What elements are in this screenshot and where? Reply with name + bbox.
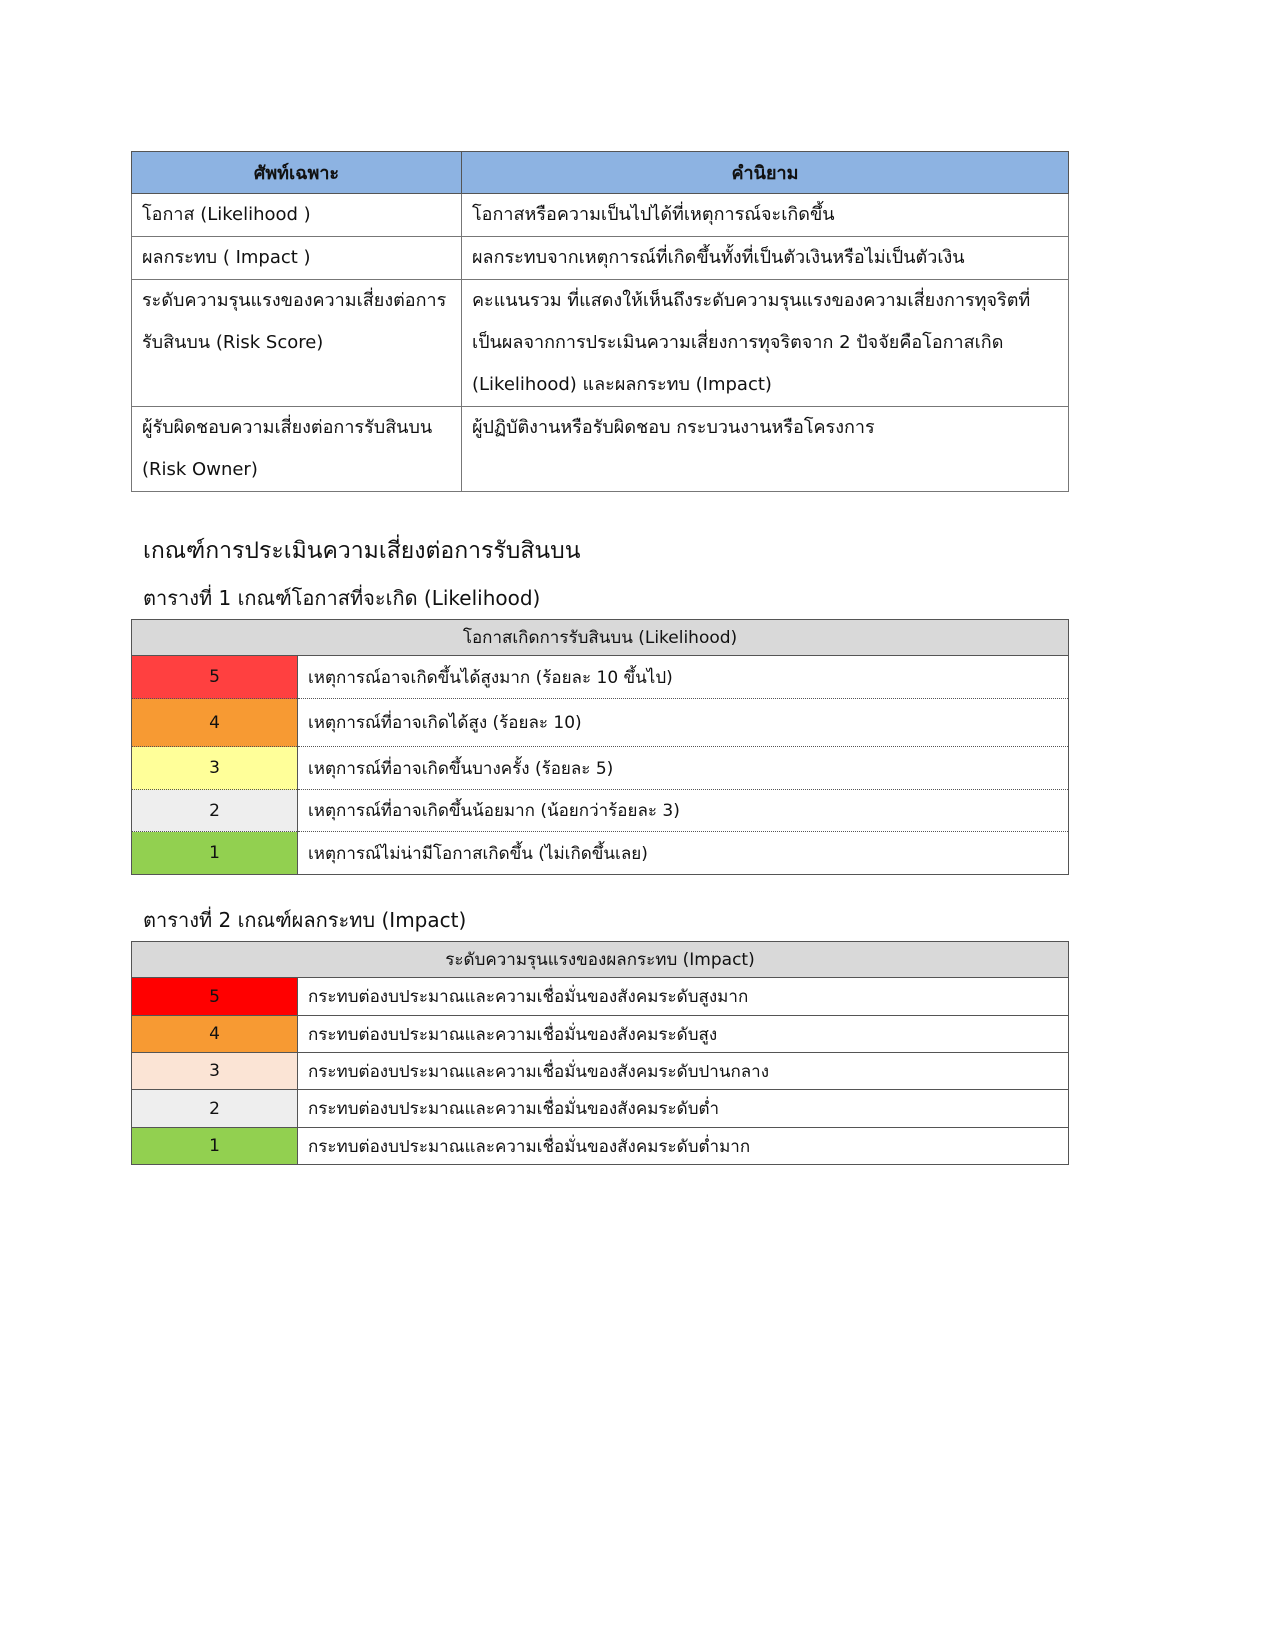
- impact-row: 3 กระทบต่องบประมาณและความเชื่อมั่นของสังค…: [131, 1052, 1069, 1090]
- description-cell: กระทบต่องบประมาณและความเชื่อมั่นของสังคม…: [297, 977, 1069, 1016]
- description-cell: เหตุการณ์อาจเกิดขึ้นได้สูงมาก (ร้อยละ 10…: [297, 655, 1069, 699]
- likelihood-table: โอกาสเกิดการรับสินบน (Likelihood) 5 เหตุก…: [131, 619, 1069, 875]
- level-cell: 2: [131, 789, 298, 832]
- description-cell: กระทบต่องบประมาณและความเชื่อมั่นของสังคม…: [297, 1052, 1069, 1090]
- impact-table: ระดับความรุนแรงของผลกระทบ (Impact) 5 กระท…: [131, 941, 1069, 1165]
- likelihood-row: 2 เหตุการณ์ที่อาจเกิดขึ้นน้อยมาก (น้อยกว่…: [131, 789, 1069, 832]
- description-cell: กระทบต่องบประมาณและความเชื่อมั่นของสังคม…: [297, 1089, 1069, 1128]
- impact-row: 5 กระทบต่องบประมาณและความเชื่อมั่นของสังค…: [131, 977, 1069, 1016]
- likelihood-header: โอกาสเกิดการรับสินบน (Likelihood): [131, 619, 1069, 656]
- level-cell: 5: [131, 655, 298, 699]
- terms-header-row: ศัพท์เฉพาะ คำนิยาม: [131, 151, 1069, 194]
- description-cell: เหตุการณ์ที่อาจเกิดขึ้นบางครั้ง (ร้อยละ …: [297, 746, 1069, 790]
- likelihood-row: 3 เหตุการณ์ที่อาจเกิดขึ้นบางครั้ง (ร้อยละ…: [131, 746, 1069, 790]
- level-cell: 4: [131, 698, 298, 747]
- definition-cell: โอกาสหรือความเป็นไปได้ที่เหตุการณ์จะเกิด…: [461, 193, 1069, 237]
- description-cell: เหตุการณ์ไม่น่ามีโอกาสเกิดขึ้น (ไม่เกิดข…: [297, 831, 1069, 875]
- level-cell: 1: [131, 1127, 298, 1165]
- term-cell: ผู้รับผิดชอบความเสี่ยงต่อการรับสินบน (Ri…: [131, 406, 462, 492]
- level-cell: 1: [131, 831, 298, 875]
- likelihood-row: 5 เหตุการณ์อาจเกิดขึ้นได้สูงมาก (ร้อยละ 1…: [131, 655, 1069, 699]
- level-cell: 2: [131, 1089, 298, 1128]
- impact-caption: ตารางที่ 2 เกณฑ์ผลกระทบ (Impact): [143, 908, 467, 932]
- table-row: ผลกระทบ ( Impact ) ผลกระทบจากเหตุการณ์ที…: [131, 236, 1069, 280]
- term-cell: โอกาส (Likelihood ): [131, 193, 462, 237]
- level-cell: 4: [131, 1015, 298, 1053]
- term-cell: ระดับความรุนแรงของความเสี่ยงต่อการรับสิน…: [131, 279, 462, 407]
- definition-cell: คะแนนรวม ที่แสดงให้เห็นถึงระดับความรุนแร…: [461, 279, 1069, 407]
- description-cell: กระทบต่องบประมาณและความเชื่อมั่นของสังคม…: [297, 1127, 1069, 1165]
- terms-table: ศัพท์เฉพาะ คำนิยาม โอกาส (Likelihood ) โ…: [131, 151, 1069, 492]
- table-row: ผู้รับผิดชอบความเสี่ยงต่อการรับสินบน (Ri…: [131, 406, 1069, 492]
- description-cell: เหตุการณ์ที่อาจเกิดขึ้นน้อยมาก (น้อยกว่า…: [297, 789, 1069, 832]
- impact-row: 1 กระทบต่องบประมาณและความเชื่อมั่นของสังค…: [131, 1127, 1069, 1165]
- table-row: ระดับความรุนแรงของความเสี่ยงต่อการรับสิน…: [131, 279, 1069, 407]
- impact-row: 2 กระทบต่องบประมาณและความเชื่อมั่นของสังค…: [131, 1089, 1069, 1128]
- likelihood-row: 1 เหตุการณ์ไม่น่ามีโอกาสเกิดขึ้น (ไม่เกิด…: [131, 831, 1069, 875]
- level-cell: 5: [131, 977, 298, 1016]
- section-title: เกณฑ์การประเมินความเสี่ยงต่อการรับสินบน: [143, 538, 581, 564]
- header-term: ศัพท์เฉพาะ: [131, 151, 462, 194]
- term-cell: ผลกระทบ ( Impact ): [131, 236, 462, 280]
- table-row: โอกาส (Likelihood ) โอกาสหรือความเป็นไปไ…: [131, 193, 1069, 237]
- definition-cell: ผู้ปฏิบัติงานหรือรับผิดชอบ กระบวนงานหรือ…: [461, 406, 1069, 492]
- impact-row: 4 กระทบต่องบประมาณและความเชื่อมั่นของสังค…: [131, 1015, 1069, 1053]
- definition-cell: ผลกระทบจากเหตุการณ์ที่เกิดขึ้นทั้งที่เป็…: [461, 236, 1069, 280]
- level-cell: 3: [131, 746, 298, 790]
- impact-header: ระดับความรุนแรงของผลกระทบ (Impact): [131, 941, 1069, 978]
- likelihood-row: 4 เหตุการณ์ที่อาจเกิดได้สูง (ร้อยละ 10): [131, 698, 1069, 747]
- description-cell: กระทบต่องบประมาณและความเชื่อมั่นของสังคม…: [297, 1015, 1069, 1053]
- header-definition: คำนิยาม: [461, 151, 1069, 194]
- level-cell: 3: [131, 1052, 298, 1090]
- description-cell: เหตุการณ์ที่อาจเกิดได้สูง (ร้อยละ 10): [297, 698, 1069, 747]
- likelihood-caption: ตารางที่ 1 เกณฑ์โอกาสที่จะเกิด (Likeliho…: [143, 586, 541, 610]
